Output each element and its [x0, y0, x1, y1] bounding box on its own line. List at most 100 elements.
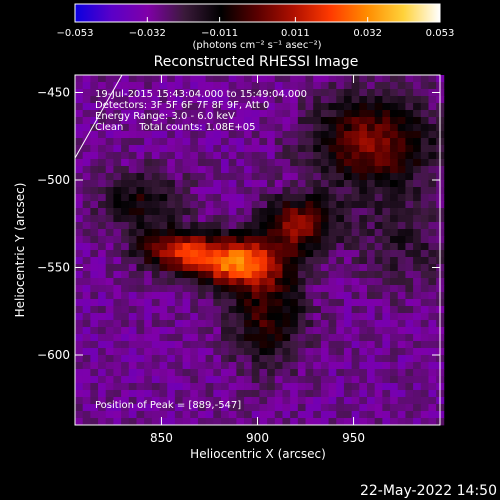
heatmap-cell: [113, 404, 122, 412]
heatmap-cell: [244, 271, 253, 279]
heatmap-cell: [390, 89, 399, 97]
heatmap-cell: [274, 208, 283, 216]
heatmap-cell: [305, 110, 314, 118]
heatmap-cell: [98, 334, 107, 342]
heatmap-cell: [297, 75, 306, 83]
heatmap-cell: [413, 418, 422, 426]
colorbar-ticks: −0.053 −0.032 −0.011 0.011 0.032 0.053: [56, 17, 454, 39]
heatmap-cell: [205, 103, 214, 111]
heatmap-cell: [305, 292, 314, 300]
heatmap-cell: [190, 292, 199, 300]
heatmap-cell: [336, 208, 345, 216]
heatmap-cell: [251, 334, 260, 342]
heatmap-cell: [182, 250, 191, 258]
heatmap-cell: [75, 103, 84, 111]
heatmap-cell: [359, 187, 368, 195]
heatmap-cell: [420, 404, 429, 412]
heatmap-cell: [336, 166, 345, 174]
heatmap-cell: [182, 278, 191, 286]
heatmap-cell: [190, 89, 199, 97]
heatmap-cell: [82, 103, 91, 111]
heatmap-cell: [397, 264, 406, 272]
heatmap-cell: [336, 201, 345, 209]
plot-area: 850 900 950−450−500−550−600: [37, 74, 445, 445]
heatmap-cell: [90, 201, 99, 209]
heatmap-cell: [343, 180, 353, 188]
heatmap-cell: [336, 362, 345, 370]
heatmap-cell: [159, 355, 168, 363]
heatmap-cell: [382, 250, 391, 258]
heatmap-cell: [98, 264, 107, 272]
heatmap-cell: [397, 166, 406, 174]
heatmap-cell: [174, 194, 183, 202]
heatmap-cell: [144, 334, 153, 342]
heatmap-cell: [105, 292, 114, 300]
heatmap-cell: [98, 299, 107, 307]
heatmap-cell: [205, 82, 214, 90]
heatmap-cell: [351, 250, 360, 258]
heatmap-cell: [428, 369, 437, 377]
heatmap-cell: [351, 145, 360, 153]
heatmap-cell: [136, 397, 145, 405]
heatmap-cell: [113, 201, 122, 209]
heatmap-cell: [374, 313, 383, 321]
heatmap-cell: [382, 355, 391, 363]
heatmap-cell: [244, 404, 253, 412]
heatmap-cell: [374, 250, 383, 258]
heatmap-cell: [420, 117, 429, 125]
heatmap-cell: [128, 362, 137, 370]
heatmap-cell: [259, 292, 268, 300]
heatmap-cell: [82, 334, 91, 342]
heatmap-cell: [251, 201, 260, 209]
heatmap-cell: [343, 236, 353, 244]
heatmap-cell: [405, 271, 414, 279]
heatmap-cell: [244, 334, 253, 342]
heatmap-cell: [328, 292, 337, 300]
heatmap-cell: [228, 320, 237, 328]
heatmap-cell: [259, 180, 268, 188]
heatmap-cell: [244, 327, 253, 335]
heatmap-cell: [374, 327, 383, 335]
heatmap-cell: [320, 236, 329, 244]
heatmap-cell: [413, 306, 422, 314]
heatmap-cell: [128, 110, 137, 118]
heatmap-cell: [267, 383, 276, 391]
heatmap-cell: [305, 173, 314, 181]
heatmap-cell: [328, 180, 337, 188]
heatmap-cell: [75, 250, 84, 258]
heatmap-cell: [136, 418, 145, 426]
heatmap-cell: [213, 222, 222, 230]
heatmap-cell: [244, 229, 253, 237]
heatmap-cell: [351, 236, 360, 244]
heatmap-cell: [144, 299, 153, 307]
heatmap-cell: [413, 341, 422, 349]
heatmap-cell: [128, 243, 137, 251]
heatmap-cell: [413, 327, 422, 335]
heatmap-cell: [82, 243, 91, 251]
heatmap-cell: [98, 145, 107, 153]
heatmap-cell: [174, 348, 183, 356]
heatmap-cell: [374, 180, 383, 188]
heatmap-cell: [236, 152, 245, 160]
heatmap-cell: [351, 299, 360, 307]
heatmap-cell: [274, 166, 283, 174]
heatmap-cell: [382, 341, 391, 349]
heatmap-cell: [167, 208, 176, 216]
heatmap-cell: [144, 383, 153, 391]
heatmap-cell: [413, 208, 422, 216]
heatmap-cell: [343, 257, 353, 265]
heatmap-cell: [105, 201, 114, 209]
heatmap-cell: [274, 215, 283, 223]
heatmap-cell: [336, 376, 345, 384]
heatmap-cell: [290, 278, 299, 286]
heatmap-cell: [221, 292, 230, 300]
heatmap-cell: [413, 187, 422, 195]
heatmap-cell: [128, 369, 137, 377]
heatmap-cell: [351, 208, 360, 216]
heatmap-cell: [397, 96, 406, 104]
heatmap-cell: [259, 110, 268, 118]
heatmap-cell: [182, 229, 191, 237]
heatmap-cell: [374, 82, 383, 90]
heatmap-cell: [174, 117, 183, 125]
heatmap-cell: [359, 138, 368, 146]
